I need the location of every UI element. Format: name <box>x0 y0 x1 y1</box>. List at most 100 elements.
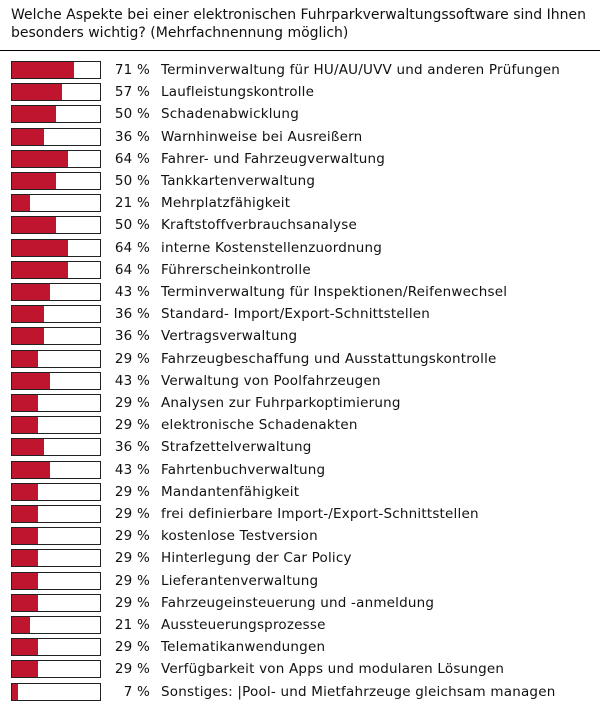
chart-row: 64 % Führerscheinkontrolle <box>0 259 600 281</box>
chart-row: 29 % Lieferantenverwaltung <box>0 570 600 592</box>
bar-track <box>11 682 101 701</box>
data-label: 50 % <box>114 173 150 189</box>
bar <box>12 84 63 101</box>
data-label: 36 % <box>114 306 150 323</box>
chart-row: 50 % Kraftstoffverbrauchsanalyse <box>0 214 600 236</box>
data-label: 29 % <box>114 506 150 522</box>
chart-title: Welche Aspekte bei einer elektronischen … <box>11 7 586 41</box>
chart-row: 21 % Mehrplatzfähigkeit <box>0 192 600 214</box>
bar-track <box>11 638 101 657</box>
bar-track <box>11 549 101 568</box>
bar-track <box>11 305 101 324</box>
data-label: 57 % <box>114 84 150 101</box>
chart-row: 64 % Fahrer- und Fahrzeugverwaltung <box>0 148 600 170</box>
chart-row: 29 % Hinterlegung der Car Policy <box>0 547 600 569</box>
bar-track <box>11 83 101 102</box>
data-label: 36 % <box>114 439 150 456</box>
category-label: Hinterlegung der Car Policy <box>161 550 352 567</box>
bar-track <box>11 260 101 279</box>
bar-track <box>11 460 101 479</box>
category-label: Tankkartenverwaltung <box>161 173 316 189</box>
chart-row: 36 % Strafzettelverwaltung <box>0 436 600 458</box>
bar-track <box>11 172 101 190</box>
category-label: Führerscheinkontrolle <box>161 261 311 278</box>
bar <box>12 550 38 567</box>
bar <box>12 106 56 123</box>
bar-track <box>11 660 101 679</box>
category-label: Aussteuerungsprozesse <box>161 617 326 633</box>
category-label: Warnhinweise bei Ausreißern <box>161 128 363 145</box>
bar-track <box>11 194 101 213</box>
bar-track <box>11 216 101 235</box>
bar-track <box>11 61 101 79</box>
bar-track <box>11 238 101 257</box>
data-label: 29 % <box>114 395 150 411</box>
data-label: 29 % <box>114 594 150 611</box>
bar <box>12 217 56 234</box>
bar <box>12 528 38 545</box>
chart-row: 29 % kostenlose Testversion <box>0 525 600 547</box>
data-label: 29 % <box>114 483 150 500</box>
bar-track <box>11 616 101 634</box>
bar-track <box>11 149 101 168</box>
bar-track <box>11 416 101 435</box>
bar <box>12 572 38 589</box>
bar-track <box>11 394 101 412</box>
category-label: frei definierbare Import-/Export-Schnitt… <box>161 506 479 522</box>
bar-track <box>11 505 101 523</box>
bar <box>12 150 69 167</box>
bar-track <box>11 593 101 612</box>
category-label: Terminverwaltung für HU/AU/UVV und ander… <box>161 62 561 78</box>
category-label: Telematikanwendungen <box>161 639 326 656</box>
bar-track <box>11 105 101 124</box>
bar <box>12 506 38 522</box>
chart-row: 43 % Fahrtenbuchverwaltung <box>0 459 600 481</box>
chart-row: 36 % Standard- Import/Export-Schnittstell… <box>0 303 600 325</box>
data-label: 7 % <box>123 683 150 700</box>
category-label: elektronische Schadenakten <box>161 417 358 434</box>
category-label: Vertragsverwaltung <box>161 328 298 345</box>
data-label: 29 % <box>114 528 150 545</box>
category-label: Lieferantenverwaltung <box>161 572 319 589</box>
chart-row: 71 % Terminverwaltung für HU/AU/UVV und a… <box>0 59 600 81</box>
category-label: Fahrer- und Fahrzeugverwaltung <box>161 150 386 167</box>
chart-row: 36 % Warnhinweise bei Ausreißern <box>0 126 600 148</box>
category-label: Fahrzeugbeschaffung und Ausstattungskont… <box>161 350 497 367</box>
bar-track <box>11 127 101 146</box>
category-label: Sonstiges: |Pool- und Mietfahrzeuge glei… <box>161 683 556 700</box>
bar <box>12 128 44 145</box>
bar <box>12 683 19 700</box>
bar <box>12 372 50 389</box>
data-label: 21 % <box>114 617 150 633</box>
data-label: 29 % <box>114 550 150 567</box>
data-label: 36 % <box>114 328 150 345</box>
data-label: 29 % <box>114 572 150 589</box>
bar <box>12 261 69 278</box>
chart-row: 29 % Fahrzeugbeschaffung und Ausstattungs… <box>0 348 600 370</box>
chart-row: 36 % Vertragsverwaltung <box>0 325 600 347</box>
data-label: 29 % <box>114 350 150 367</box>
data-label: 29 % <box>114 639 150 656</box>
chart-row: 29 % Mandantenfähigkeit <box>0 481 600 503</box>
bar-track <box>11 571 101 590</box>
data-label: 36 % <box>114 128 150 145</box>
category-label: Laufleistungskontrolle <box>161 84 315 101</box>
chart-row: 21 % Aussteuerungsprozesse <box>0 614 600 636</box>
bar <box>12 173 56 189</box>
chart-row: 43 % Verwaltung von Poolfahrzeugen <box>0 370 600 392</box>
chart-row: 29 % frei definierbare Import-/Export-Sch… <box>0 503 600 525</box>
bar <box>12 639 38 656</box>
bar <box>12 284 50 300</box>
category-label: Kraftstoffverbrauchsanalyse <box>161 217 357 234</box>
data-label: 43 % <box>114 284 150 300</box>
data-label: 71 % <box>114 62 150 78</box>
data-label: 50 % <box>114 217 150 234</box>
data-label: 21 % <box>114 195 150 212</box>
category-label: Verfügbarkeit von Apps und modularen Lös… <box>161 661 505 678</box>
bar-track <box>11 283 101 301</box>
bar-track <box>11 371 101 390</box>
bar <box>12 350 38 367</box>
data-label: 50 % <box>114 106 150 123</box>
data-label: 29 % <box>114 417 150 434</box>
